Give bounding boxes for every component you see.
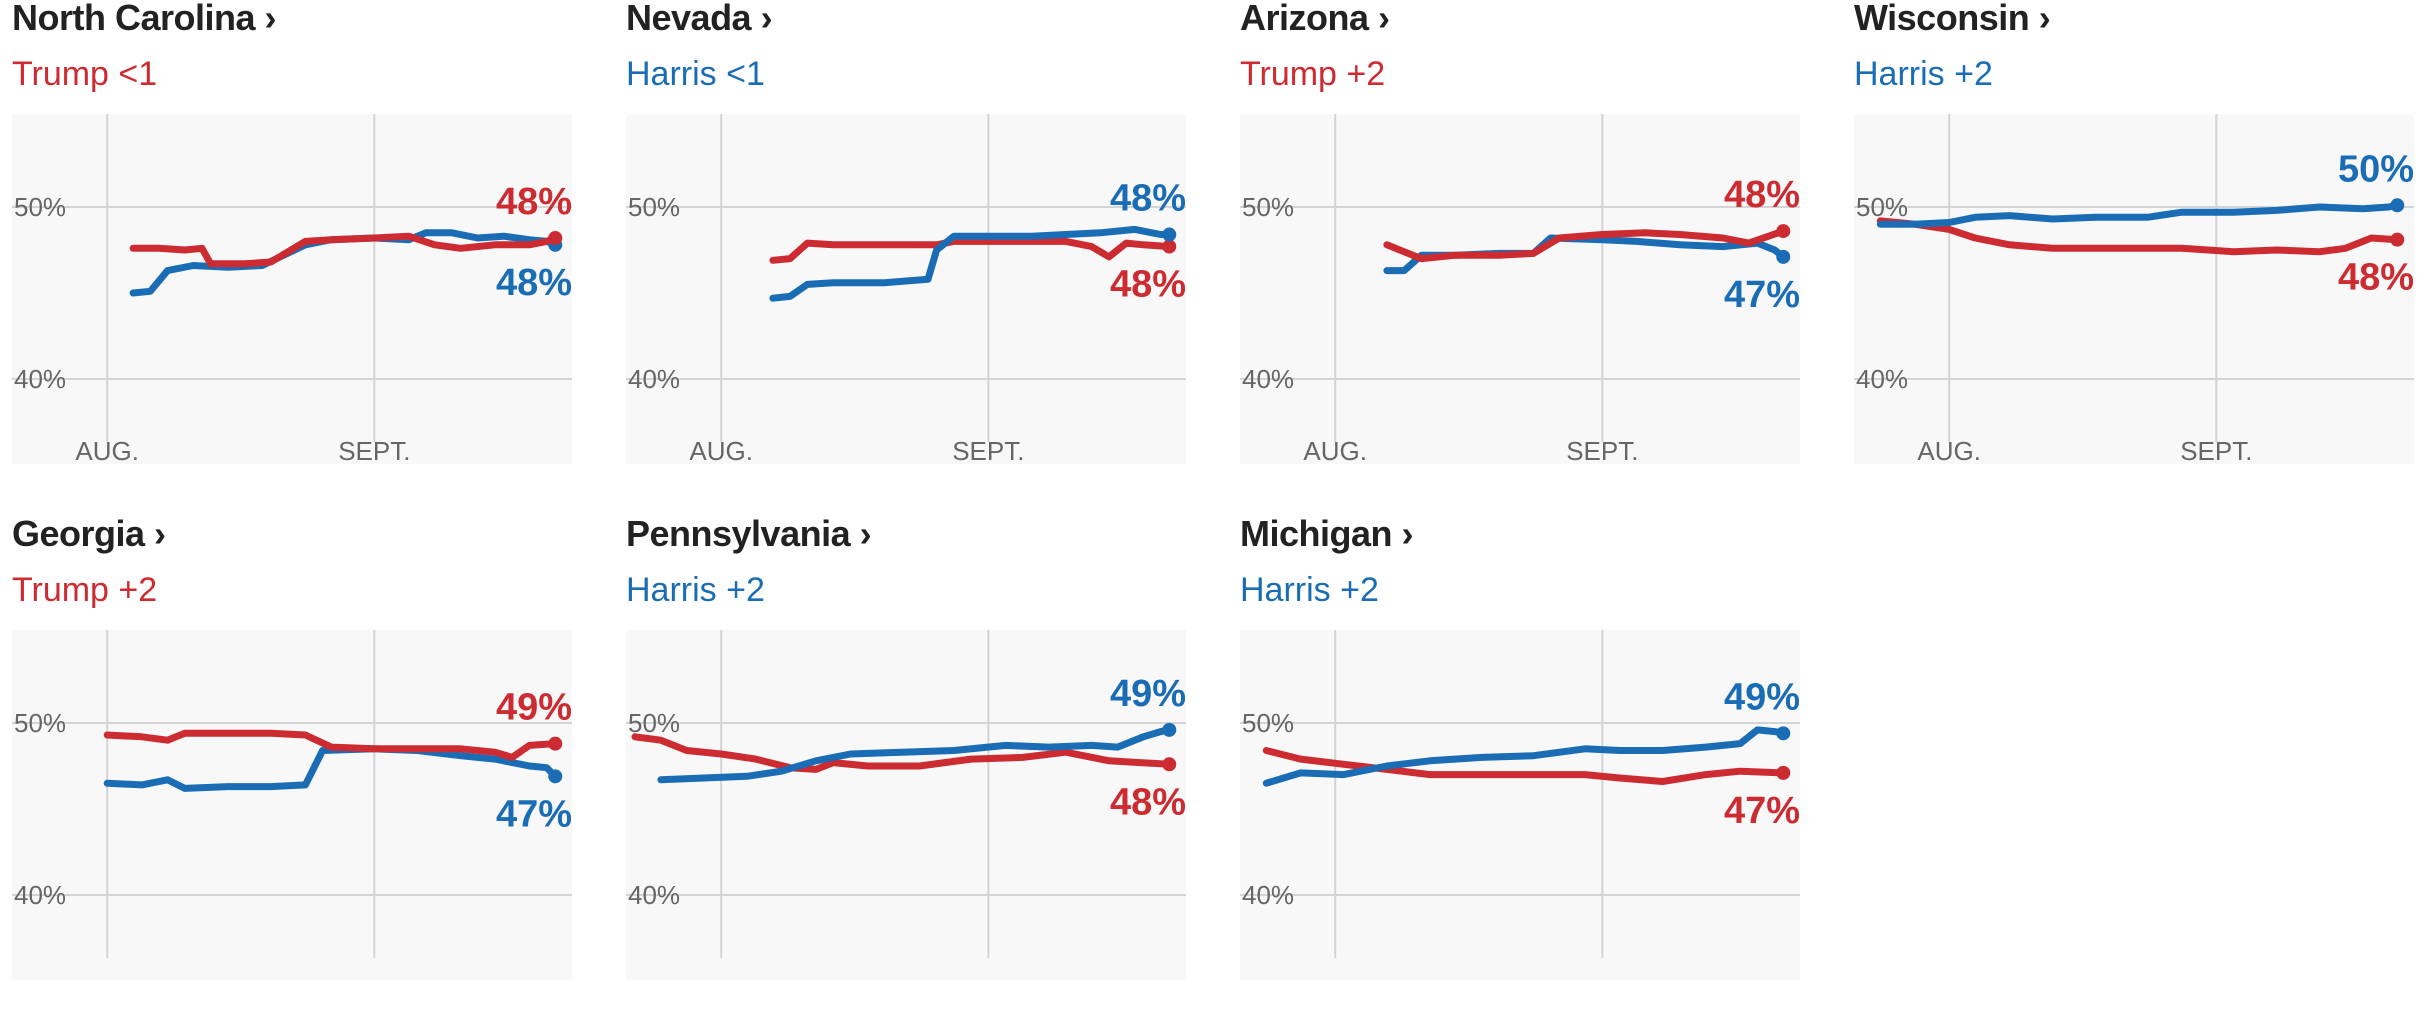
- y-tick-label: 50%: [1242, 192, 1294, 222]
- end-value-label-harris: 50%: [2338, 148, 2414, 190]
- state-title-link[interactable]: Michigan ›: [1240, 513, 1414, 554]
- state-panel-arizona: Arizona › Trump +2 50% 40% AUG. SEPT. 47% 48%: [1228, 0, 1800, 494]
- series-end-dot-trump: [1776, 765, 1791, 780]
- series-line-harris: [657, 726, 1173, 784]
- series-end-dot-harris: [548, 769, 563, 784]
- poll-chart: 50% 40% 49% 48%: [626, 630, 1186, 980]
- series-end-dot-harris: [1162, 722, 1177, 737]
- series-line-trump: [129, 232, 559, 268]
- state-title-link[interactable]: Arizona ›: [1240, 0, 1390, 38]
- x-tick-label: AUG.: [1917, 436, 1981, 464]
- plot-background: [1240, 630, 1800, 980]
- state-lead-margin: Trump +2: [1240, 55, 1386, 93]
- series-end-dot-trump: [1162, 239, 1177, 254]
- series-line-trump: [1876, 217, 2401, 256]
- y-tick-label: 40%: [14, 880, 66, 910]
- y-tick-label: 50%: [1856, 192, 1908, 222]
- series-line-harris: [1262, 726, 1787, 787]
- state-panel-wisconsin: Wisconsin › Harris +2 50% 40% AUG. SEPT. 50% 48…: [1842, 0, 2414, 494]
- state-lead-margin: Trump <1: [12, 55, 158, 93]
- series-end-dot-trump: [548, 736, 563, 751]
- plot-background: [12, 114, 572, 464]
- series-end-dot-trump: [1776, 224, 1791, 239]
- series-end-dot-trump: [1162, 757, 1177, 772]
- state-title-link[interactable]: Wisconsin ›: [1854, 0, 2051, 38]
- y-tick-label: 40%: [628, 364, 680, 394]
- state-lead-margin: Trump +2: [12, 571, 158, 609]
- x-tick-label: SEPT.: [1566, 436, 1638, 464]
- series-end-dot-harris: [1162, 227, 1177, 242]
- plot-background: [1854, 114, 2414, 464]
- plot-background: [1240, 114, 1800, 464]
- state-panel-pennsylvania: Pennsylvania › Harris +2 50% 40% 49% 48%: [614, 514, 1186, 1010]
- state-lead-margin: Harris +2: [1854, 55, 1993, 93]
- poll-chart: 50% 40% 49% 47%: [1240, 630, 1800, 980]
- series-end-dot-trump: [2390, 232, 2405, 247]
- poll-chart: 50% 40% AUG. SEPT. 48% 48%: [626, 114, 1186, 464]
- series-line-harris: [769, 225, 1173, 302]
- series-end-dot-harris: [1776, 726, 1791, 741]
- plot-background: [12, 630, 572, 980]
- state-title-link[interactable]: Nevada ›: [626, 0, 773, 38]
- state-panel-north-carolina: North Carolina › Trump <1 50% 40% AUG. SEPT. 4…: [0, 0, 572, 494]
- series-line-trump: [1383, 227, 1787, 263]
- poll-chart: 50% 40% AUG. SEPT. 48% 48%: [12, 114, 572, 464]
- series-end-dot-harris: [1776, 249, 1791, 264]
- end-value-label-harris: 47%: [1724, 274, 1800, 316]
- state-title-link[interactable]: North Carolina ›: [12, 0, 277, 38]
- series-line-trump: [769, 237, 1173, 264]
- y-tick-label: 40%: [1242, 364, 1294, 394]
- state-lead-margin: Harris +2: [1240, 571, 1379, 609]
- series-end-dot-harris: [2390, 198, 2405, 213]
- y-tick-label: 50%: [14, 708, 66, 738]
- state-title-link[interactable]: Georgia ›: [12, 513, 166, 554]
- series-line-trump: [103, 729, 559, 761]
- state-panel-nevada: Nevada › Harris <1 50% 40% AUG. SEPT. 48% 48%: [614, 0, 1186, 494]
- end-value-label-trump: 48%: [1110, 781, 1186, 823]
- series-line-trump: [631, 733, 1173, 773]
- end-value-label-harris: 49%: [1110, 673, 1186, 715]
- state-lead-margin: Harris <1: [626, 55, 765, 93]
- y-tick-label: 40%: [628, 880, 680, 910]
- y-tick-label: 50%: [1242, 708, 1294, 738]
- x-tick-label: AUG.: [1303, 436, 1367, 464]
- poll-chart: 50% 40% 47% 49%: [12, 630, 572, 980]
- x-tick-label: SEPT.: [2180, 436, 2252, 464]
- y-tick-label: 50%: [628, 708, 680, 738]
- y-tick-label: 50%: [14, 192, 66, 222]
- state-panel-michigan: Michigan › Harris +2 50% 40% 49% 47%: [1228, 514, 1800, 1010]
- end-value-label-trump: 47%: [1724, 790, 1800, 832]
- end-value-label-harris: 48%: [496, 262, 572, 304]
- poll-chart: 50% 40% AUG. SEPT. 47% 48%: [1240, 114, 1800, 464]
- plot-background: [626, 114, 1186, 464]
- poll-chart: 50% 40% AUG. SEPT. 50% 48%: [1854, 114, 2414, 464]
- x-tick-label: AUG.: [75, 436, 139, 464]
- end-value-label-trump: 48%: [496, 181, 572, 223]
- y-tick-label: 40%: [1856, 364, 1908, 394]
- series-line-trump: [1262, 747, 1787, 785]
- x-tick-label: AUG.: [689, 436, 753, 464]
- end-value-label-harris: 47%: [496, 793, 572, 835]
- end-value-label-trump: 49%: [496, 687, 572, 729]
- series-end-dot-trump: [548, 230, 563, 245]
- end-value-label-trump: 48%: [2338, 257, 2414, 299]
- y-tick-label: 40%: [1242, 880, 1294, 910]
- x-tick-label: SEPT.: [952, 436, 1024, 464]
- state-lead-margin: Harris +2: [626, 571, 765, 609]
- y-tick-label: 50%: [628, 192, 680, 222]
- x-tick-label: SEPT.: [338, 436, 410, 464]
- state-panel-georgia: Georgia › Trump +2 50% 40% 47% 49%: [0, 514, 572, 1010]
- series-line-harris: [1876, 201, 2401, 228]
- end-value-label-trump: 48%: [1724, 174, 1800, 216]
- y-tick-label: 40%: [14, 364, 66, 394]
- end-value-label-trump: 48%: [1110, 264, 1186, 306]
- state-polls-grid: North Carolina › Trump <1 50% 40% AUG. SEPT. 4…: [0, 0, 2414, 958]
- series-line-harris: [103, 745, 559, 792]
- plot-background: [626, 630, 1186, 980]
- state-title-link[interactable]: Pennsylvania ›: [626, 513, 872, 554]
- end-value-label-harris: 48%: [1110, 178, 1186, 220]
- end-value-label-harris: 49%: [1724, 676, 1800, 718]
